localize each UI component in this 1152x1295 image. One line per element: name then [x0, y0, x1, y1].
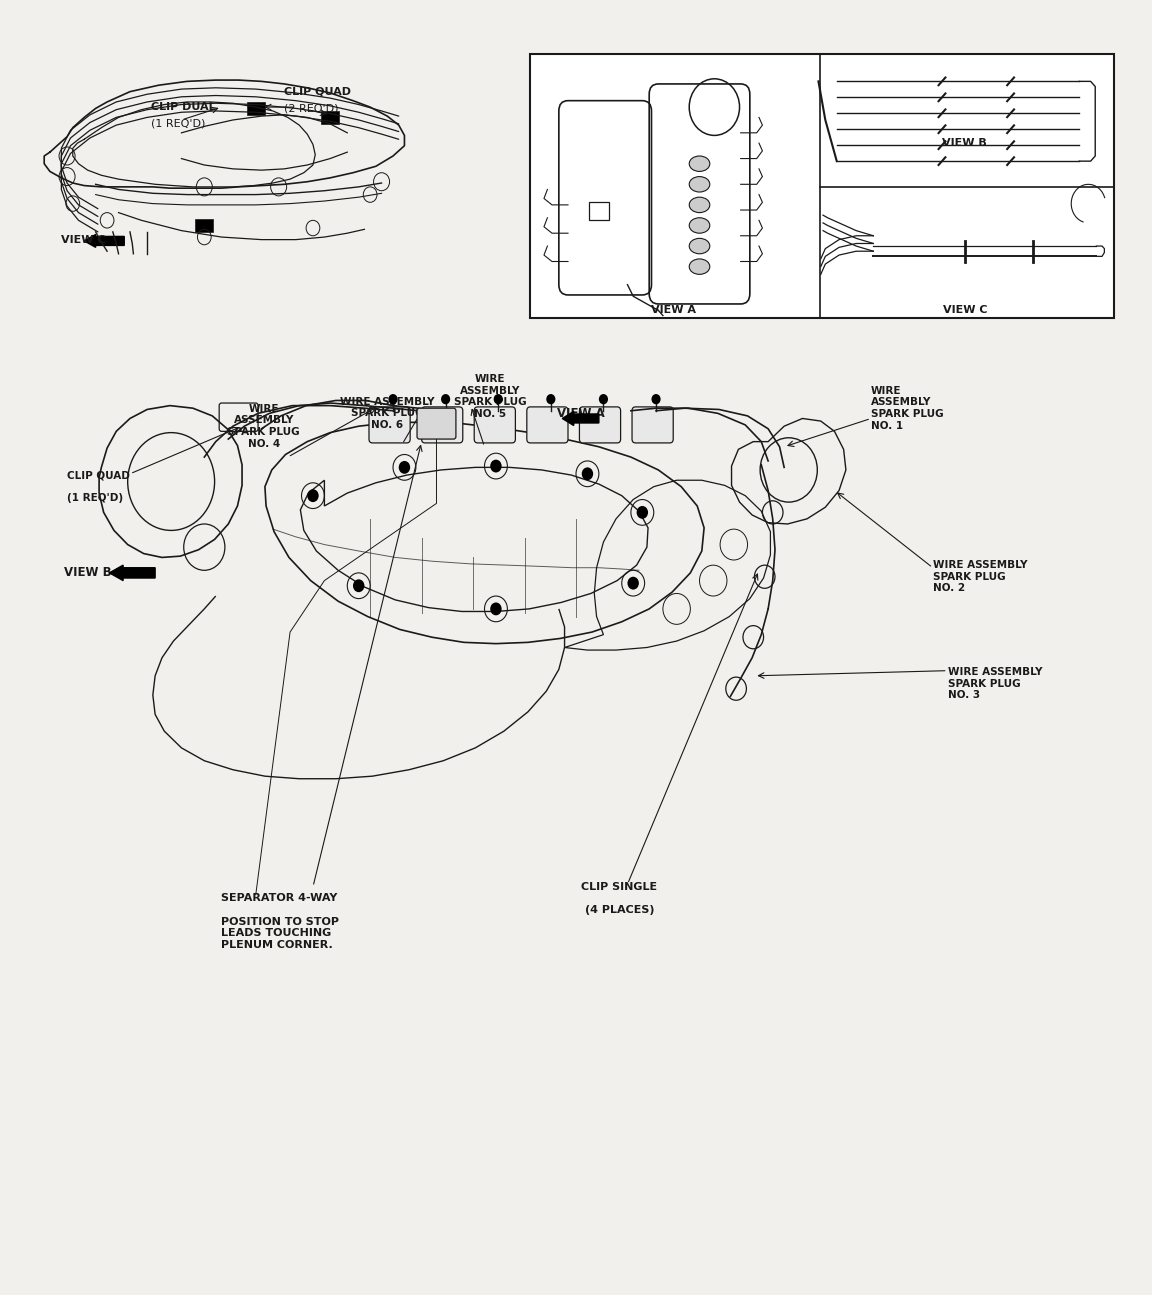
Circle shape	[582, 467, 593, 480]
FancyBboxPatch shape	[369, 407, 410, 443]
Text: WIRE ASSEMBLY
SPARK PLUG
NO. 2: WIRE ASSEMBLY SPARK PLUG NO. 2	[933, 561, 1028, 593]
Text: POSITION TO STOP
LEADS TOUCHING
PLENUM CORNER.: POSITION TO STOP LEADS TOUCHING PLENUM C…	[221, 917, 340, 949]
FancyArrow shape	[84, 234, 124, 247]
Bar	[247, 102, 265, 115]
Bar	[195, 219, 213, 232]
FancyBboxPatch shape	[632, 407, 673, 443]
Circle shape	[546, 394, 555, 404]
Bar	[530, 54, 1114, 319]
Text: VIEW B: VIEW B	[942, 139, 987, 148]
Circle shape	[491, 602, 501, 615]
Text: WIRE
ASSEMBLY
SPARK PLUG
NO. 4: WIRE ASSEMBLY SPARK PLUG NO. 4	[227, 404, 300, 448]
Text: WIRE
ASSEMBLY
SPARK PLUG
NO. 5: WIRE ASSEMBLY SPARK PLUG NO. 5	[454, 374, 526, 420]
Text: WIRE
ASSEMBLY
SPARK PLUG
NO. 1: WIRE ASSEMBLY SPARK PLUG NO. 1	[871, 386, 943, 430]
Text: (2 REQ'D): (2 REQ'D)	[285, 104, 339, 114]
Text: VIEW A: VIEW A	[556, 407, 605, 420]
Text: CLIP QUAD

(1 REQ'D): CLIP QUAD (1 REQ'D)	[67, 470, 130, 504]
Bar	[589, 202, 609, 220]
FancyBboxPatch shape	[475, 407, 515, 443]
Text: VIEW B: VIEW B	[63, 566, 112, 579]
Ellipse shape	[689, 238, 710, 254]
Ellipse shape	[689, 176, 710, 192]
Text: (1 REQ'D): (1 REQ'D)	[151, 119, 205, 130]
Circle shape	[494, 394, 502, 404]
Circle shape	[599, 394, 608, 404]
FancyArrow shape	[562, 412, 599, 426]
FancyArrow shape	[109, 565, 156, 580]
Text: VIEW C: VIEW C	[61, 234, 106, 245]
Text: CLIP DUAL: CLIP DUAL	[151, 102, 215, 113]
Text: CLIP SINGLE

(4 PLACES): CLIP SINGLE (4 PLACES)	[582, 882, 658, 916]
Ellipse shape	[689, 197, 710, 212]
Circle shape	[491, 460, 501, 473]
Text: VIEW C: VIEW C	[942, 306, 987, 316]
Ellipse shape	[689, 155, 710, 171]
Circle shape	[308, 490, 319, 502]
Circle shape	[628, 576, 639, 589]
FancyBboxPatch shape	[422, 407, 463, 443]
Circle shape	[637, 506, 649, 519]
FancyBboxPatch shape	[526, 407, 568, 443]
Text: VIEW A: VIEW A	[651, 306, 696, 316]
Text: WIRE ASSEMBLY
SPARK PLUG
NO. 6: WIRE ASSEMBLY SPARK PLUG NO. 6	[340, 396, 434, 430]
Circle shape	[652, 394, 660, 404]
Text: SEPARATOR 4-WAY: SEPARATOR 4-WAY	[221, 894, 338, 904]
Ellipse shape	[689, 259, 710, 275]
Ellipse shape	[689, 218, 710, 233]
Circle shape	[353, 579, 364, 592]
Text: CLIP QUAD: CLIP QUAD	[285, 87, 351, 97]
Circle shape	[388, 394, 397, 404]
FancyBboxPatch shape	[579, 407, 621, 443]
FancyBboxPatch shape	[417, 408, 456, 439]
Circle shape	[399, 461, 410, 474]
Circle shape	[441, 394, 450, 404]
Bar	[321, 111, 339, 124]
Text: WIRE ASSEMBLY
SPARK PLUG
NO. 3: WIRE ASSEMBLY SPARK PLUG NO. 3	[948, 667, 1043, 701]
